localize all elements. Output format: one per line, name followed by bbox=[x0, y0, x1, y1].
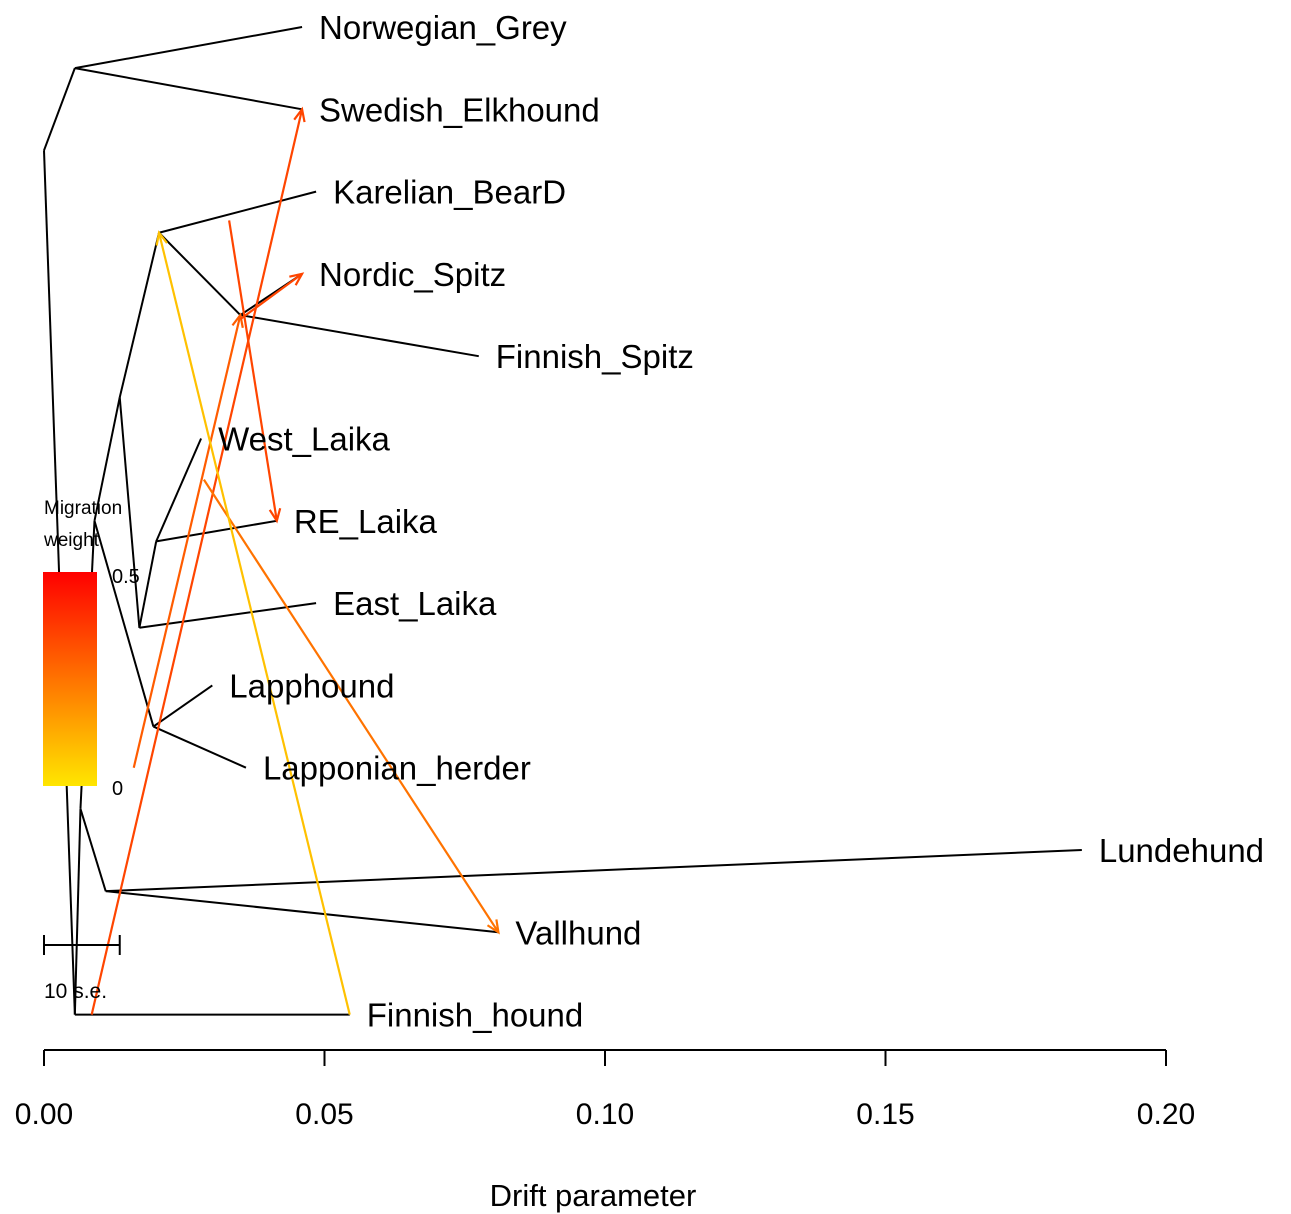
leaf-label: Finnish_Spitz bbox=[496, 338, 694, 375]
leaf-label: Finnish_hound bbox=[367, 997, 584, 1034]
leaf-label: East_Laika bbox=[333, 585, 497, 622]
x-axis-tick-label: 0.10 bbox=[576, 1098, 634, 1131]
leaf-label: Norwegian_Grey bbox=[319, 9, 567, 46]
legend-title-line-2: weight bbox=[43, 530, 100, 551]
tree-edge bbox=[138, 541, 158, 628]
x-axis-ticks: 0.00 0.05 0.10 0.15 0.20 bbox=[15, 1050, 1195, 1131]
leaf-label: Lapphound bbox=[229, 667, 394, 704]
migration-arrow bbox=[239, 272, 305, 321]
migration-arrow bbox=[202, 479, 500, 935]
tree-edge bbox=[73, 808, 82, 1015]
scale-bar: 10 s.e. bbox=[43, 935, 121, 1003]
x-axis-tick-label: 0.05 bbox=[295, 1098, 353, 1131]
tree-edge bbox=[74, 67, 303, 111]
tree-edge bbox=[79, 808, 107, 892]
tree-edge bbox=[155, 438, 202, 542]
migration-legend: Migration weight 0.5 0 bbox=[43, 498, 140, 800]
tree-edge bbox=[74, 26, 303, 70]
migration-arrow bbox=[228, 220, 282, 524]
leaf-label: RE_Laika bbox=[294, 503, 438, 540]
tree-edge bbox=[118, 232, 160, 398]
migration-arrow bbox=[132, 312, 244, 768]
tree-edge bbox=[158, 232, 242, 316]
x-axis: 0.00 0.05 0.10 0.15 0.20 Drift parameter bbox=[15, 1049, 1195, 1213]
scale-bar-label: 10 s.e. bbox=[44, 980, 107, 1003]
tree-edge bbox=[152, 725, 247, 769]
migration-arrows bbox=[90, 106, 500, 1015]
leaf-labels: Norwegian_Grey Swedish_Elkhound Karelian_B… bbox=[218, 9, 1264, 1034]
leaf-label: Lapponian_herder bbox=[263, 750, 531, 787]
leaf-label: Karelian_BearD bbox=[333, 174, 566, 211]
migration-arrow-shaft bbox=[90, 109, 304, 1015]
x-axis-tick-label: 0.15 bbox=[856, 1098, 914, 1131]
legend-max-label: 0.5 bbox=[112, 566, 140, 588]
tree-edge bbox=[152, 684, 213, 728]
leaf-label: West_Laika bbox=[218, 421, 390, 458]
migration-arrow-head bbox=[268, 507, 282, 524]
legend-title-line-1: Migration bbox=[44, 498, 122, 519]
legend-color-bar bbox=[43, 572, 97, 786]
migration-arrow-head bbox=[293, 106, 306, 123]
x-axis-tick-label: 0.20 bbox=[1137, 1098, 1195, 1131]
tree-edge bbox=[158, 190, 317, 234]
x-axis-title: Drift parameter bbox=[490, 1178, 697, 1213]
leaf-label: Vallhund bbox=[515, 914, 641, 951]
migration-arrow-head bbox=[486, 919, 500, 935]
migration-arrow bbox=[155, 230, 351, 1015]
tree-edge bbox=[43, 67, 76, 151]
leaf-label: Swedish_Elkhound bbox=[319, 91, 600, 128]
leaf-label: Nordic_Spitz bbox=[319, 256, 506, 293]
migration-arrow-shaft bbox=[228, 220, 278, 521]
leaf-label: Lundehund bbox=[1099, 832, 1264, 869]
migration-arrow-shaft bbox=[157, 232, 351, 1015]
migration-arrow-shaft bbox=[132, 314, 242, 768]
tree-edge bbox=[118, 397, 141, 628]
migration-arrow-shaft bbox=[202, 479, 500, 933]
x-axis-tick-label: 0.00 bbox=[15, 1098, 73, 1131]
legend-min-label: 0 bbox=[112, 778, 123, 800]
tree-edge bbox=[105, 849, 1082, 893]
tree-edge bbox=[93, 397, 121, 522]
tree-edge bbox=[240, 314, 479, 358]
tree-edge bbox=[156, 519, 277, 543]
migration-arrow-head bbox=[231, 312, 244, 329]
migration-arrow-head bbox=[289, 272, 305, 286]
migration-arrow bbox=[90, 106, 306, 1015]
tree-edge bbox=[139, 602, 317, 629]
tree-edge bbox=[93, 520, 155, 727]
migration-arrow-shaft bbox=[239, 273, 303, 321]
tree-edge bbox=[105, 890, 499, 934]
migration-arrow-head bbox=[155, 230, 168, 246]
